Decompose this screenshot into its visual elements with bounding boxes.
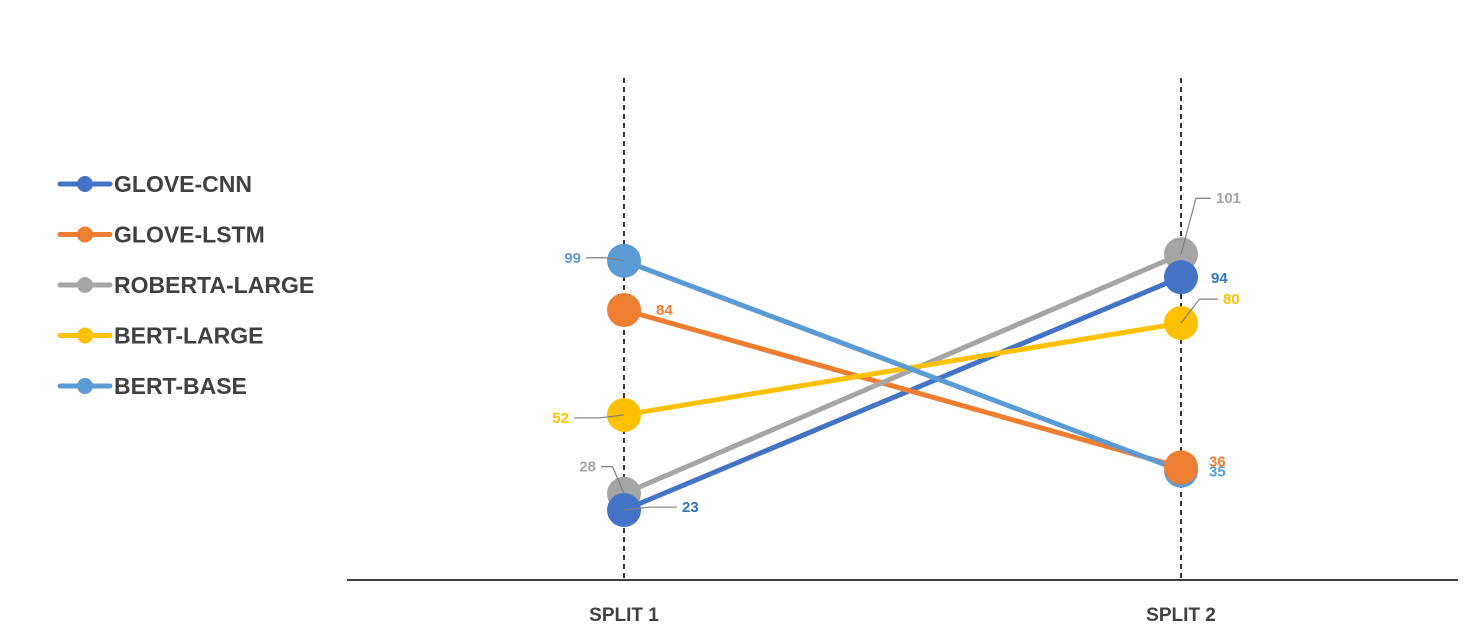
- data-point: [607, 292, 641, 327]
- legend-marker: [77, 176, 93, 192]
- series-line: [621, 274, 1184, 513]
- legend-marker: [77, 226, 93, 243]
- data-label-leader: [586, 257, 625, 262]
- legend-label: BERT-BASE: [114, 373, 247, 399]
- data-label: 36: [1209, 453, 1226, 470]
- data-label: 23: [682, 499, 699, 516]
- data-label-leader: [1180, 197, 1211, 255]
- data-label: 99: [564, 250, 581, 267]
- data-label: 94: [1211, 270, 1228, 287]
- data-point: [1164, 450, 1198, 485]
- data-label-leader: [574, 414, 625, 419]
- legend-marker: [77, 378, 93, 394]
- series-line: [621, 258, 1184, 474]
- legend: GLOVE-CNN GLOVE-LSTM ROBERTA-LARGE BERT-LAR…: [57, 171, 314, 399]
- data-label-leader: [601, 466, 625, 494]
- data-point: [1164, 260, 1198, 295]
- data-label: 84: [656, 302, 673, 319]
- data-label: 35: [1209, 464, 1226, 481]
- legend-label: GLOVE-CNN: [114, 171, 252, 197]
- legend-label: GLOVE-LSTM: [114, 222, 265, 248]
- x-tick-label: SPLIT 1: [589, 605, 659, 626]
- data-label: 80: [1223, 291, 1240, 308]
- legend-marker: [77, 327, 93, 344]
- x-tick-label: SPLIT 2: [1146, 605, 1216, 626]
- legend-label: ROBERTA-LARGE: [114, 272, 314, 298]
- series-line: [621, 307, 1184, 470]
- plot-area: SPLIT 1 SPLIT 2 23 94 84 36 28 101 52 80 99 35: [347, 78, 1458, 626]
- data-label-leader: [623, 506, 677, 511]
- data-label: 28: [579, 459, 596, 476]
- legend-label: BERT-LARGE: [114, 323, 264, 349]
- series-line: [621, 251, 1184, 497]
- data-label: 52: [552, 410, 569, 427]
- series-line: [621, 320, 1184, 418]
- data-label-leader: [1180, 298, 1218, 324]
- legend-marker: [77, 277, 93, 293]
- data-label: 101: [1216, 190, 1241, 207]
